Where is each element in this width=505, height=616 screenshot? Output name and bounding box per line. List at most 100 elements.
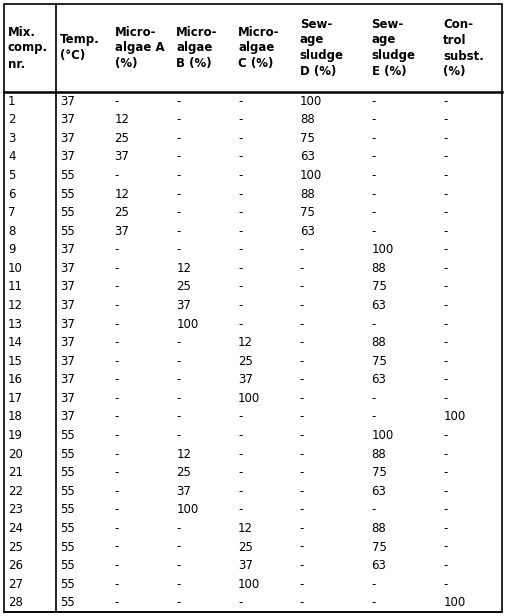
Text: -: - — [238, 262, 242, 275]
Text: 88: 88 — [371, 262, 385, 275]
Text: 3: 3 — [8, 132, 15, 145]
Text: 22: 22 — [8, 485, 23, 498]
Text: -: - — [442, 113, 447, 126]
Text: -: - — [371, 150, 375, 163]
Text: -: - — [176, 522, 180, 535]
Text: -: - — [299, 410, 304, 424]
Text: -: - — [238, 410, 242, 424]
Text: -: - — [176, 373, 180, 386]
Text: -: - — [442, 466, 447, 479]
Text: 37: 37 — [238, 373, 252, 386]
Text: -: - — [442, 503, 447, 516]
Text: -: - — [238, 206, 242, 219]
Text: -: - — [176, 95, 180, 108]
Text: 5: 5 — [8, 169, 15, 182]
Text: -: - — [238, 596, 242, 609]
Text: -: - — [238, 429, 242, 442]
Text: -: - — [114, 355, 119, 368]
Text: 100: 100 — [176, 503, 198, 516]
Text: -: - — [176, 410, 180, 424]
Text: 37: 37 — [114, 225, 129, 238]
Text: 63: 63 — [299, 225, 314, 238]
Text: 63: 63 — [371, 373, 386, 386]
Text: 37: 37 — [114, 150, 129, 163]
Text: -: - — [442, 392, 447, 405]
Text: 37: 37 — [176, 485, 191, 498]
Text: 100: 100 — [238, 578, 260, 591]
Text: -: - — [176, 206, 180, 219]
Text: 88: 88 — [299, 188, 314, 201]
Text: -: - — [299, 336, 304, 349]
Text: -: - — [238, 243, 242, 256]
Text: -: - — [114, 95, 119, 108]
Text: -: - — [442, 225, 447, 238]
Text: -: - — [442, 299, 447, 312]
Text: 100: 100 — [442, 596, 465, 609]
Text: 55: 55 — [60, 206, 74, 219]
Text: 100: 100 — [176, 318, 198, 331]
Text: -: - — [114, 318, 119, 331]
Text: -: - — [114, 485, 119, 498]
Text: 55: 55 — [60, 225, 74, 238]
Text: 12: 12 — [114, 188, 129, 201]
Text: -: - — [176, 225, 180, 238]
Text: -: - — [371, 95, 375, 108]
Text: 37: 37 — [60, 243, 75, 256]
Text: -: - — [114, 448, 119, 461]
Text: 15: 15 — [8, 355, 23, 368]
Text: -: - — [442, 559, 447, 572]
Text: 37: 37 — [60, 150, 75, 163]
Text: 25: 25 — [114, 206, 129, 219]
Text: 27: 27 — [8, 578, 23, 591]
Text: -: - — [442, 578, 447, 591]
Text: -: - — [371, 113, 375, 126]
Text: -: - — [299, 243, 304, 256]
Text: 75: 75 — [371, 540, 386, 554]
Text: -: - — [442, 206, 447, 219]
Text: 25: 25 — [8, 540, 23, 554]
Text: 63: 63 — [371, 559, 386, 572]
Text: -: - — [371, 410, 375, 424]
Text: 75: 75 — [371, 355, 386, 368]
Text: 23: 23 — [8, 503, 23, 516]
Text: Mix.
comp.
nr.: Mix. comp. nr. — [8, 25, 48, 70]
Text: -: - — [114, 503, 119, 516]
Text: -: - — [238, 150, 242, 163]
Text: 25: 25 — [114, 132, 129, 145]
Text: -: - — [442, 448, 447, 461]
Text: -: - — [176, 150, 180, 163]
Text: -: - — [371, 578, 375, 591]
Text: 16: 16 — [8, 373, 23, 386]
Text: -: - — [176, 132, 180, 145]
Text: -: - — [299, 299, 304, 312]
Text: -: - — [299, 559, 304, 572]
Text: -: - — [371, 225, 375, 238]
Text: -: - — [114, 392, 119, 405]
Text: -: - — [299, 522, 304, 535]
Text: 4: 4 — [8, 150, 16, 163]
Text: -: - — [371, 318, 375, 331]
Text: -: - — [371, 169, 375, 182]
Text: 25: 25 — [176, 466, 191, 479]
Text: 55: 55 — [60, 466, 74, 479]
Text: 55: 55 — [60, 429, 74, 442]
Text: -: - — [442, 373, 447, 386]
Text: -: - — [238, 448, 242, 461]
Text: 100: 100 — [371, 243, 393, 256]
Text: 12: 12 — [238, 336, 252, 349]
Text: 28: 28 — [8, 596, 23, 609]
Text: -: - — [176, 578, 180, 591]
Text: 100: 100 — [299, 169, 322, 182]
Text: -: - — [176, 113, 180, 126]
Text: -: - — [114, 169, 119, 182]
Text: -: - — [299, 392, 304, 405]
Text: -: - — [238, 299, 242, 312]
Text: 2: 2 — [8, 113, 16, 126]
Text: 21: 21 — [8, 466, 23, 479]
Text: 1: 1 — [8, 95, 16, 108]
Text: -: - — [114, 578, 119, 591]
Text: -: - — [114, 373, 119, 386]
Text: -: - — [299, 448, 304, 461]
Text: -: - — [371, 596, 375, 609]
Text: 63: 63 — [371, 299, 386, 312]
